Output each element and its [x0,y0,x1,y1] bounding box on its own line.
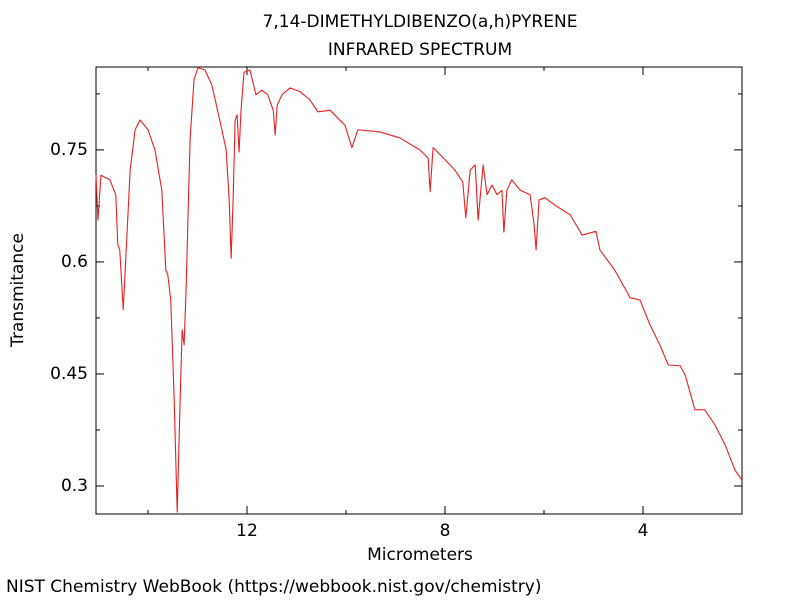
plot-frame [95,66,743,515]
x-tick-label: 12 [236,521,258,541]
y-tick-label: 0.45 [50,364,88,384]
spectrum-line [95,67,743,513]
footer: NIST Chemistry WebBook (https://webbook.… [6,577,541,597]
y-tick-label: 0.75 [50,140,88,160]
x-axis-label: Micrometers [367,545,473,565]
chart-subtitle: INFRARED SPECTRUM [328,40,512,60]
y-axis-label: Transmitance [8,233,28,348]
x-tick-label: 8 [440,521,451,541]
y-tick-label: 0.6 [61,252,88,272]
chart-title: 7,14-DIMETHYLDIBENZO(a,h)PYRENE [263,12,578,32]
x-tick-label: 4 [638,521,649,541]
y-tick-label: 0.3 [61,476,88,496]
